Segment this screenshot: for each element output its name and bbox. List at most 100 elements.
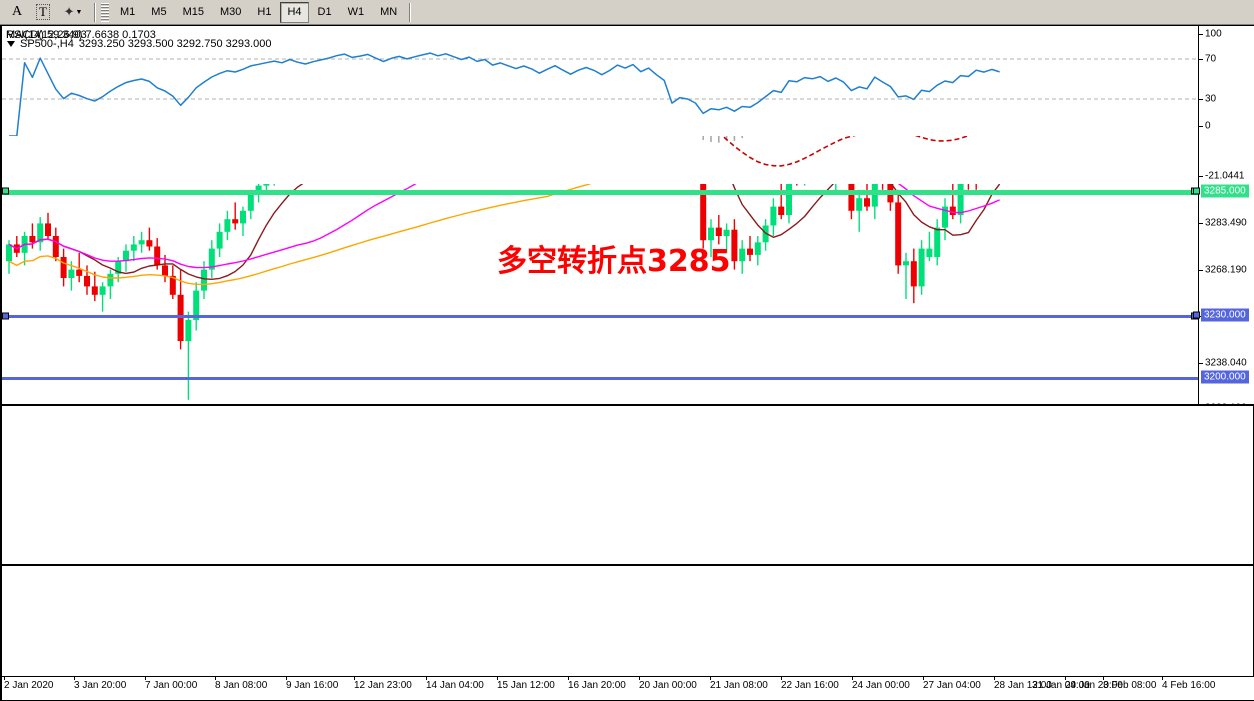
timeframe-m1[interactable]: M1 <box>120 6 136 18</box>
time-axis-tick <box>145 677 146 680</box>
timeframe-m15[interactable]: M15 <box>182 6 204 18</box>
time-axis-tick <box>215 677 216 680</box>
panel-divider-1[interactable] <box>2 404 1254 406</box>
level-anchor-support-3230-0[interactable] <box>2 312 9 320</box>
toolbar-separator-end <box>409 2 412 22</box>
rsi-indicator-label: RSI(14) 59.3403 <box>6 29 87 41</box>
time-axis-tick <box>1065 677 1066 680</box>
time-axis[interactable]: 2 Jan 2020 3 Jan 20:00 7 Jan 00:00 8 Jan 08… <box>2 676 1254 700</box>
price-tick-label: 3238.040 <box>1205 357 1247 369</box>
triangle-down-icon[interactable] <box>7 41 15 47</box>
price-tag-handle[interactable] <box>1193 311 1200 319</box>
time-axis-tick <box>639 677 640 680</box>
time-axis-label: 24 Jan 00:00 <box>852 680 910 691</box>
chart-annotation-text[interactable]: 多空转折点3285 <box>497 244 731 279</box>
time-axis-tick <box>286 677 287 680</box>
time-axis-label: 27 Jan 04:00 <box>923 680 981 691</box>
toolbar-grip-handle[interactable] <box>101 2 109 22</box>
timeframe-h4[interactable]: H4 <box>280 1 309 23</box>
time-axis-tick <box>568 677 569 680</box>
rsi-tick <box>1199 126 1203 127</box>
timeframe-w1[interactable]: W1 <box>347 6 365 18</box>
price-tick-label: 3223.190 <box>1205 403 1247 405</box>
time-axis-tick <box>710 677 711 680</box>
rsi-tick <box>1199 99 1203 100</box>
main-toolbar: A T ✦ ▼ M1 M5 M15 M30 H1 H4 D1 W1 MN <box>0 0 1254 25</box>
time-axis-label: 28 Jan 12:00 <box>994 680 1052 691</box>
time-axis-tick <box>426 677 427 680</box>
time-axis-tick <box>1162 677 1163 680</box>
time-axis-label: 8 Jan 08:00 <box>215 680 268 691</box>
time-axis-tick <box>923 677 924 680</box>
time-axis-tick <box>497 677 498 680</box>
text-tool-button[interactable]: A <box>5 1 29 23</box>
macd-tick <box>1199 176 1203 177</box>
price-tag-handle[interactable] <box>1193 187 1200 195</box>
price-tick <box>1199 223 1203 224</box>
rsi-plot-area[interactable] <box>2 26 1198 136</box>
time-axis-label: 15 Jan 12:00 <box>497 680 555 691</box>
timeframe-m5[interactable]: M5 <box>151 6 167 18</box>
chevron-down-icon[interactable]: ▼ <box>75 8 83 16</box>
time-axis-label: 21 Jan 08:00 <box>710 680 768 691</box>
timeframe-m30[interactable]: M30 <box>219 6 242 18</box>
price-tick <box>1199 270 1203 271</box>
time-axis-tick <box>74 677 75 680</box>
time-axis-label: 12 Jan 23:00 <box>354 680 412 691</box>
price-tick <box>1199 363 1203 364</box>
rsi-scale-axis[interactable]: 100 70 30 0 <box>1198 26 1254 136</box>
price-tick-label: 3283.490 <box>1205 217 1247 229</box>
time-axis-label: 16 Jan 20:00 <box>568 680 626 691</box>
price-tag-3230-000[interactable]: 3230.000 <box>1201 308 1249 322</box>
rsi-tick-label: 70 <box>1205 53 1217 65</box>
panel-divider-2[interactable] <box>2 564 1254 566</box>
time-axis-label: 3 Feb 08:00 <box>1103 680 1157 691</box>
label-tool-button[interactable]: T <box>31 1 55 23</box>
time-axis-label: 7 Jan 00:00 <box>145 680 198 691</box>
rsi-plot <box>2 52 1198 136</box>
price-tag-3285-000[interactable]: 3285.000 <box>1201 184 1249 198</box>
level-line-support-3200[interactable] <box>2 377 1198 380</box>
time-axis-label: 29 Jan 20:00 <box>1065 680 1123 691</box>
time-axis-tick <box>994 677 995 680</box>
timeframe-mn[interactable]: MN <box>380 6 398 18</box>
rsi-panel[interactable]: RSI(14) 59.3403 100 70 30 0 <box>2 26 1254 136</box>
time-axis-label: 3 Jan 20:00 <box>74 680 127 691</box>
label-icon: T <box>36 4 50 20</box>
rsi-tick-label: 100 <box>1205 28 1222 40</box>
time-axis-tick <box>1103 677 1104 680</box>
symbol-header: SP500-,H4 3293.250 3293.500 3292.750 329… <box>7 38 272 50</box>
macd-tick-label: -21.0441 <box>1205 170 1245 182</box>
macd-indicator-label: MACD(12,26,9) 7.6638 0.1703 <box>6 29 156 41</box>
shapes-tool-button[interactable]: ✦ ▼ <box>57 1 89 23</box>
price-tag-3200-000[interactable]: 3200.000 <box>1201 370 1249 384</box>
symbol-label: SP500-,H4 <box>20 38 74 50</box>
rsi-tick-label: 0 <box>1205 120 1211 132</box>
time-axis-label: 9 Jan 16:00 <box>286 680 339 691</box>
rsi-tick-label: 30 <box>1205 93 1217 105</box>
chart-frame: 多空转折点3285 3343.7903328.4903313.6403298.3… <box>0 25 1254 701</box>
time-axis-label: 22 Jan 16:00 <box>781 680 839 691</box>
time-axis-tick <box>852 677 853 680</box>
toolbar-separator <box>94 2 96 22</box>
timeframe-d1[interactable]: D1 <box>317 6 332 18</box>
level-line-pivot-3285[interactable] <box>2 190 1198 195</box>
timeframe-h1[interactable]: H1 <box>257 6 272 18</box>
level-line-support-3230[interactable] <box>2 315 1198 318</box>
time-axis-label: 4 Feb 16:00 <box>1162 680 1216 691</box>
price-tick-label: 3268.190 <box>1205 264 1247 276</box>
shapes-icon: ✦ <box>63 4 75 19</box>
rsi-tick <box>1199 34 1203 35</box>
rsi-tick <box>1199 59 1203 60</box>
time-axis-label: 31 Jan 04:00 <box>1032 680 1090 691</box>
time-axis-tick <box>781 677 782 680</box>
time-axis-label: 14 Jan 04:00 <box>426 680 484 691</box>
text-icon: A <box>11 4 23 19</box>
ohlc-values: 3293.250 3293.500 3292.750 3293.000 <box>78 38 272 50</box>
level-anchor-pivot-3285-0[interactable] <box>2 187 9 195</box>
time-axis-tick <box>4 677 5 680</box>
time-axis-label: 2 Jan 2020 <box>4 680 54 691</box>
time-axis-label: 20 Jan 00:00 <box>639 680 697 691</box>
time-axis-tick <box>354 677 355 680</box>
